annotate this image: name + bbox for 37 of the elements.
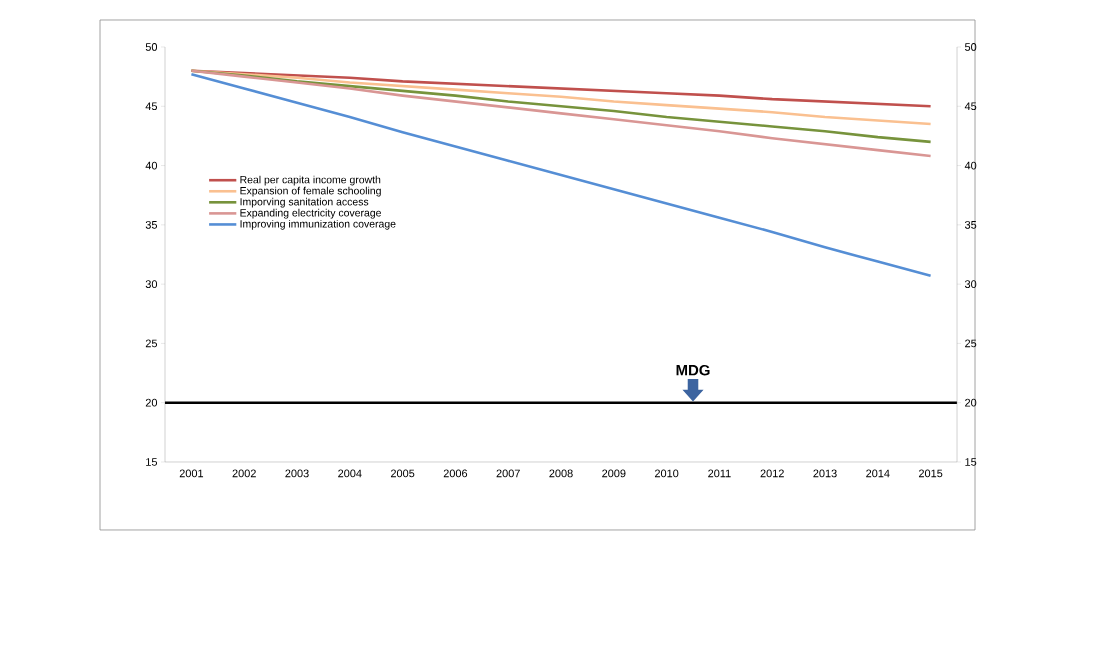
legend-label: Expansion of female schooling	[240, 186, 381, 197]
x-tick-label: 2012	[760, 469, 784, 478]
y-tick-label: 35	[145, 220, 158, 229]
x-tick-label: 2004	[338, 469, 362, 478]
x-tick-label: 2007	[496, 469, 520, 478]
y-tick-label: 30	[145, 280, 158, 289]
legend-label: Real per capita income growth	[240, 175, 381, 186]
x-tick-label: 2011	[708, 469, 731, 478]
x-tick-label: 2010	[654, 469, 679, 478]
legend-label: Improving immunization coverage	[240, 219, 396, 230]
y2-tick-label: 15	[965, 458, 977, 466]
x-tick-label: 2001	[179, 469, 204, 478]
y2-tick-label: 25	[965, 339, 977, 348]
legend-label: Expanding electricity coverage	[240, 208, 381, 219]
y-tick-label: 50	[145, 43, 158, 51]
x-tick-label: 2015	[918, 469, 943, 478]
x-tick-label: 2005	[390, 469, 415, 478]
y-tick-label: 25	[145, 339, 158, 348]
y2-tick-label: 50	[964, 43, 977, 51]
x-tick-label: 2009	[602, 469, 626, 478]
y2-tick-label: 45	[964, 102, 977, 111]
y2-tick-label: 30	[964, 280, 977, 289]
ref-line-label: MDG	[676, 364, 710, 376]
y-tick-label: 15	[146, 458, 158, 466]
y2-tick-label: 40	[964, 161, 977, 170]
x-tick-label: 2014	[866, 469, 890, 478]
y-tick-label: 20	[145, 398, 158, 407]
x-tick-label: 2003	[285, 469, 309, 478]
y-tick-label: 45	[145, 102, 158, 111]
x-tick-label: 2002	[232, 469, 256, 478]
x-tick-label: 2008	[549, 469, 573, 478]
x-tick-label: 2006	[443, 469, 468, 478]
y2-tick-label: 35	[964, 220, 977, 229]
y-tick-label: 40	[145, 161, 158, 170]
y2-tick-label: 20	[965, 398, 977, 407]
legend-label: Imporving sanitation access	[240, 197, 369, 208]
x-tick-label: 2013	[813, 469, 837, 478]
